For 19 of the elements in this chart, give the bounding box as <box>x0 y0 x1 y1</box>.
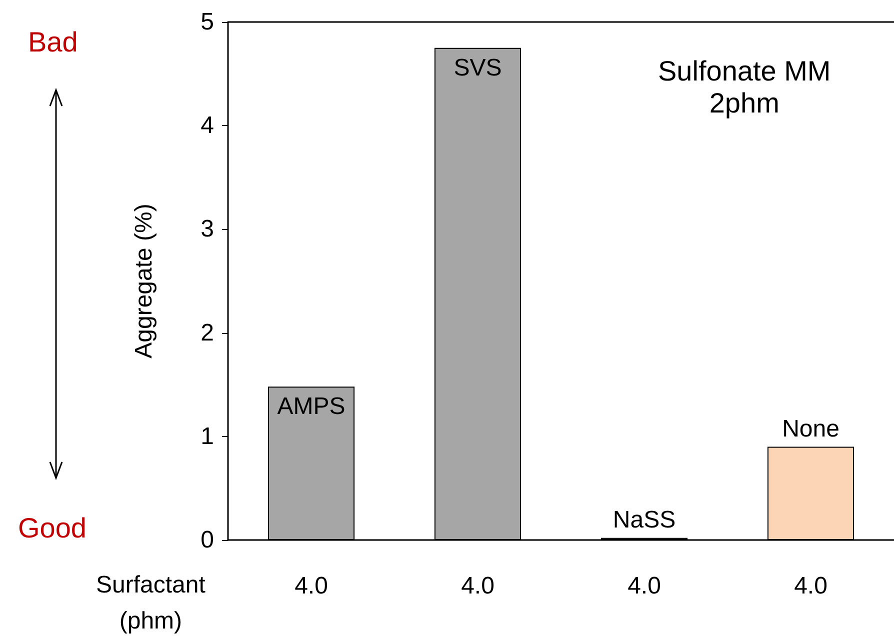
data-label: AMPS <box>277 393 346 420</box>
data-label: NaSS <box>612 506 676 534</box>
y-tick-label: 5 <box>200 8 214 36</box>
y-axis-title: Aggregate (%) <box>130 204 158 358</box>
x-axis-title: Surfactant (phm) <box>96 572 206 634</box>
x-tick-label: 4.0 <box>628 572 661 600</box>
text: Bad <box>28 26 78 58</box>
annotation: Sulfonate MM 2phm <box>658 56 831 118</box>
y-tick-label: 4 <box>200 112 214 140</box>
text: Good <box>18 512 86 544</box>
y-tick-label: 1 <box>200 422 214 450</box>
data-label: None <box>782 415 840 442</box>
x-tick-label: 4.0 <box>294 572 328 600</box>
x-tick-label: 4.0 <box>794 572 828 600</box>
y-tick-label: 0 <box>200 526 214 554</box>
y-tick-label: 2 <box>200 319 214 346</box>
x-tick-label: 4.0 <box>461 572 494 600</box>
data-label: SVS <box>454 54 502 82</box>
y-tick-label: 3 <box>200 216 214 243</box>
